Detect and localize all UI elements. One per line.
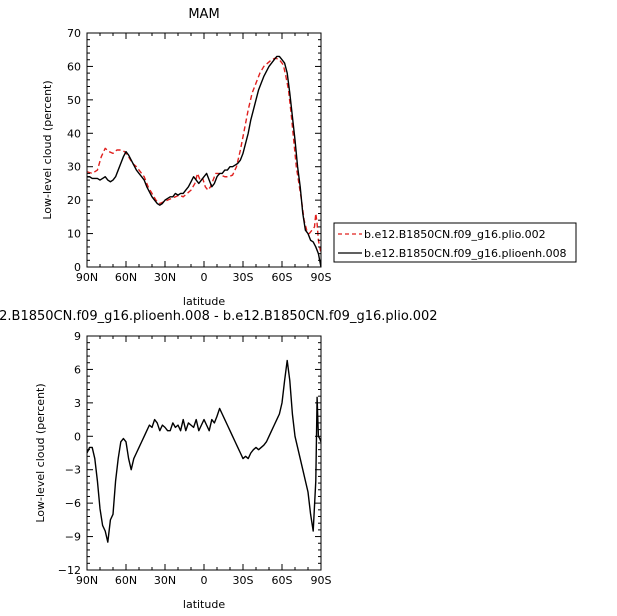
bottom-ytick-label-1: −9	[65, 531, 81, 544]
bottom-ytick-label-6: 6	[74, 363, 81, 376]
legend: b.e12.B1850CN.f09_g16.plio.002 b.e12.B18…	[333, 222, 577, 263]
top-xtick-label-6: 90S	[311, 271, 332, 284]
top-ytick-label-3: 30	[67, 161, 81, 174]
bottom-series-group	[87, 359, 321, 543]
bottom-xtick-label-3: 0	[201, 574, 208, 587]
bottom-x-axis-label: latitude	[183, 598, 225, 611]
top-chart-title: MAM	[188, 7, 219, 22]
top-tick-group: 90N 60N 30N 0 30S 60S 90S 0 10 20 30 40 50 60 70	[67, 27, 332, 284]
legend-label-plioenh: b.e12.B1850CN.f09_g16.plioenh.008	[364, 247, 567, 260]
top-x-axis-label: latitude	[183, 295, 225, 308]
bottom-ytick-label-4: 0	[74, 430, 81, 443]
top-ytick-label-1: 10	[67, 228, 81, 241]
bottom-ytick-label-3: −3	[65, 464, 81, 477]
top-xtick-label-1: 60N	[115, 271, 137, 284]
bottom-y-axis-label: Low-level cloud (percent)	[34, 383, 47, 522]
top-ytick-label-2: 20	[67, 194, 81, 207]
bottom-ytick-label-2: −6	[65, 497, 81, 510]
bottom-ytick-label-0: −12	[58, 564, 81, 577]
top-ytick-label-0: 0	[74, 261, 81, 274]
top-series-line-0	[87, 57, 321, 254]
top-y-axis-label: Low-level cloud (percent)	[41, 80, 54, 219]
bottom-xtick-label-2: 30N	[154, 574, 176, 587]
bottom-chart-title: b.e12.B1850CN.f09_g16.plioenh.008 - b.e1…	[0, 309, 438, 324]
bottom-xtick-label-6: 90S	[311, 574, 332, 587]
legend-box	[333, 222, 577, 263]
top-ytick-label-4: 40	[67, 127, 81, 140]
top-xtick-label-3: 0	[201, 271, 208, 284]
top-series-line-1	[87, 55, 321, 267]
top-ytick-label-7: 70	[67, 27, 81, 40]
bottom-xtick-label-0: 90N	[76, 574, 98, 587]
bottom-xtick-label-4: 30S	[233, 574, 254, 587]
top-panel: MAM 90N 60N 30N 0 30S 60S 90S 0 10 20 30 40 50 60 70 l…	[41, 7, 577, 308]
top-ytick-label-5: 50	[67, 94, 81, 107]
bottom-tick-group: 90N 60N 30N 0 30S 60S 90S −12 −9 −6 −3 0 3 6 9	[58, 330, 332, 587]
top-xtick-label-5: 60S	[272, 271, 293, 284]
top-ytick-label-6: 60	[67, 60, 81, 73]
bottom-panel: b.e12.B1850CN.f09_g16.plioenh.008 - b.e1…	[0, 309, 438, 611]
top-series-group	[87, 55, 321, 267]
top-xtick-label-2: 30N	[154, 271, 176, 284]
legend-label-plio: b.e12.B1850CN.f09_g16.plio.002	[364, 228, 546, 241]
bottom-xtick-label-1: 60N	[115, 574, 137, 587]
top-xtick-label-0: 90N	[76, 271, 98, 284]
bottom-ytick-label-7: 9	[74, 330, 81, 343]
bottom-ytick-label-5: 3	[74, 397, 81, 410]
bottom-series-line-0	[87, 359, 321, 543]
top-xtick-label-4: 30S	[233, 271, 254, 284]
bottom-xtick-label-5: 60S	[272, 574, 293, 587]
